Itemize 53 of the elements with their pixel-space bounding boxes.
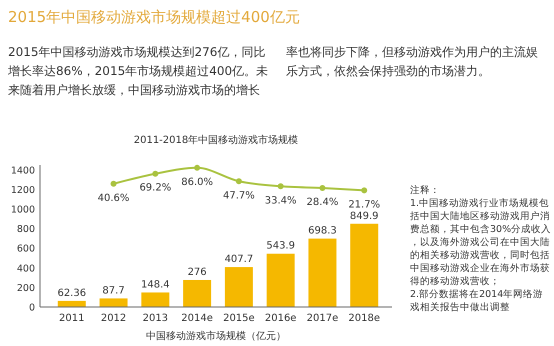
x-axis-title: 中国移动游戏市场规模（亿元） [146, 330, 286, 342]
point [194, 164, 200, 171]
legend-title: 2011-2018年中国移动游戏市场规模 [134, 134, 298, 146]
x-tick-label: 2015e [223, 313, 255, 324]
data-label: 87.7 [102, 285, 125, 296]
bar [183, 280, 212, 307]
text: 1.中国移动游戏行业市场规模包括中国大陆地区移动游戏用户消费总额，其中包含30%分成收入，以及海外游戏公司在中国大陆的相关移动游戏营收，同时包括中国移动游戏企业在海外市场获得的移动游戏营收； [410, 197, 552, 287]
x-tick-label: 2018e [348, 313, 380, 324]
data-label: 276 [188, 266, 207, 278]
bar [100, 298, 128, 307]
bar [224, 267, 253, 307]
bar [58, 300, 86, 307]
data-label: 69.2% [139, 182, 172, 194]
bar [141, 292, 170, 307]
data-label: 407.7 [224, 254, 254, 266]
point [278, 183, 284, 190]
y-tick-label: 1200 [10, 184, 35, 196]
y-tick-label: 1400 [10, 165, 35, 176]
bar [308, 238, 336, 307]
data-label: 33.4% [264, 195, 297, 206]
x-tick-label: 2014e [181, 313, 213, 324]
bar [266, 254, 295, 307]
point [361, 187, 368, 194]
data-label: 698.3 [308, 226, 337, 237]
data-label: 28.4% [306, 197, 338, 208]
bar [350, 224, 378, 307]
data-label: 148.4 [141, 279, 170, 290]
y-tick-label: 200 [16, 282, 35, 294]
data-label: 543.9 [266, 240, 295, 252]
y-tick-label: 400 [16, 263, 35, 274]
data-label: 21.7% [348, 199, 380, 210]
x-tick-label: 2017e [306, 313, 338, 324]
data-label: 40.6% [98, 192, 130, 204]
y-tick-label: 600 [16, 244, 35, 255]
x-tick-label: 2012 [100, 313, 126, 324]
y-tick-label: 0 [28, 302, 35, 314]
data-label: 86.0% [181, 176, 213, 188]
x-tick-label: 2016e [264, 313, 296, 324]
point [236, 178, 242, 184]
point [319, 185, 326, 192]
point [110, 180, 117, 187]
y-tick-label: 800 [16, 224, 35, 236]
text: 注释： [410, 184, 440, 196]
text: 2015年中国移动游戏市场规模达到276亿，同比增长率达86%，2015年市场规模超过400亿。未来随着用户增长放缓，中国移动游戏市场的增长率也将同步下降，但移动游戏作为用户的主流娱乐方式，依然会保持强劲的市场潜力。 [8, 45, 538, 97]
data-label: 849.9 [350, 210, 379, 222]
data-label: 47.7% [223, 190, 255, 202]
y-tick-label: 1000 [10, 204, 35, 216]
data-label: 62.36 [57, 288, 86, 299]
x-tick-label: 2013 [142, 313, 168, 324]
x-tick-label: 2011 [59, 313, 85, 324]
chart-title: 2015年中国移动游戏市场规模超过400亿元 [8, 8, 300, 26]
text: 2.部分数据将在2014年网络游戏相关报告中做出调整 [410, 288, 544, 313]
point [152, 170, 158, 177]
